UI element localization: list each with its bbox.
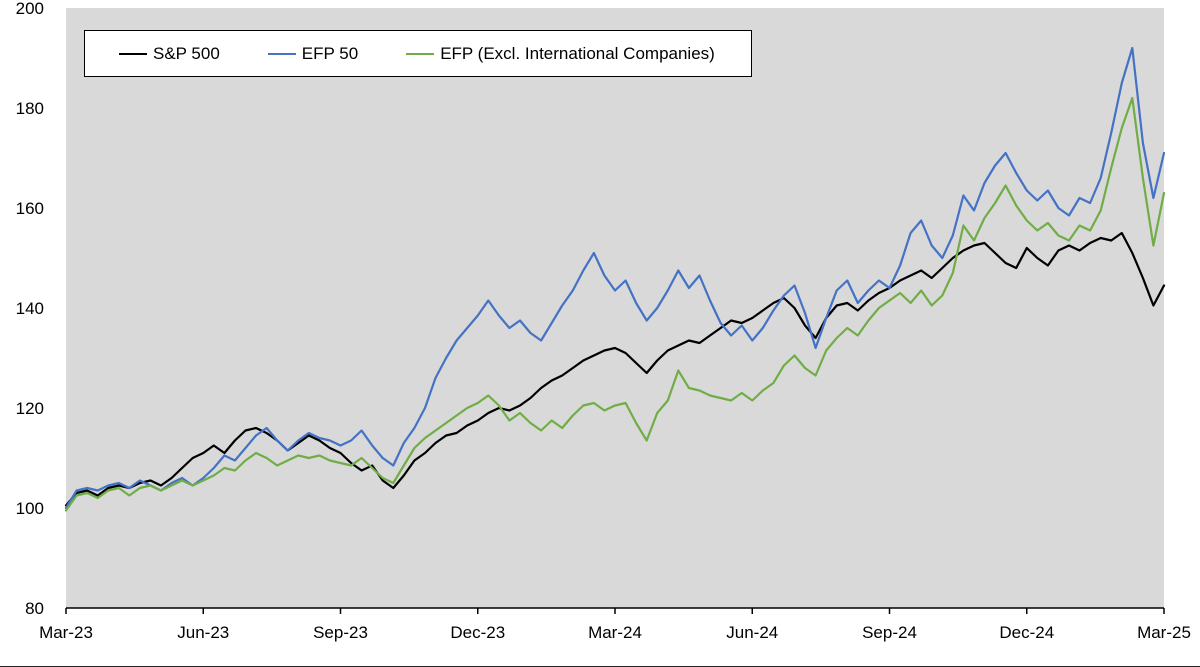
- legend-entry-efp50: EFP 50: [267, 44, 359, 63]
- legend-line-swatch-efp-excl-intl: [406, 52, 435, 55]
- series-line-0: [64, 231, 1166, 507]
- y-tick-label: 140: [16, 299, 44, 318]
- series-line-2: [64, 96, 1166, 512]
- series-line-1: [64, 46, 1166, 510]
- x-tick-label: Sep-23: [313, 623, 368, 642]
- y-tick-label: 180: [16, 99, 44, 118]
- y-tick-label: 80: [25, 599, 44, 618]
- y-tick-label: 120: [16, 399, 44, 418]
- x-tick-label: Dec-24: [999, 623, 1054, 642]
- x-tick-label: Sep-24: [862, 623, 917, 642]
- x-tick-label: Mar-24: [588, 623, 642, 642]
- legend-entry-efp-excl-intl: EFP (Excl. International Companies): [406, 45, 715, 62]
- x-tick-label: Jun-24: [726, 623, 778, 642]
- y-tick-label: 160: [16, 199, 44, 218]
- x-tick-label: Mar-25: [1137, 623, 1191, 642]
- legend-label-sp500: S&P 500: [153, 44, 220, 63]
- y-tick-label: 200: [16, 0, 44, 18]
- legend-line-swatch-sp500: [119, 52, 147, 55]
- legend-label-efp50: EFP 50: [301, 44, 359, 63]
- legend-entry-sp500: S&P 500: [119, 45, 220, 62]
- chart-legend: S&P 500 EFP 50 EFP (Excl. International …: [84, 30, 752, 77]
- legend-label-efp-excl-intl: EFP (Excl. International Companies): [440, 44, 715, 63]
- plot-area: [66, 8, 1164, 608]
- x-tick-label: Dec-23: [450, 623, 505, 642]
- y-tick-label: 100: [16, 499, 44, 518]
- x-tick-label: Jun-23: [177, 623, 229, 642]
- legend-line-swatch-efp50: [267, 52, 296, 55]
- x-tick-label: Mar-23: [39, 623, 93, 642]
